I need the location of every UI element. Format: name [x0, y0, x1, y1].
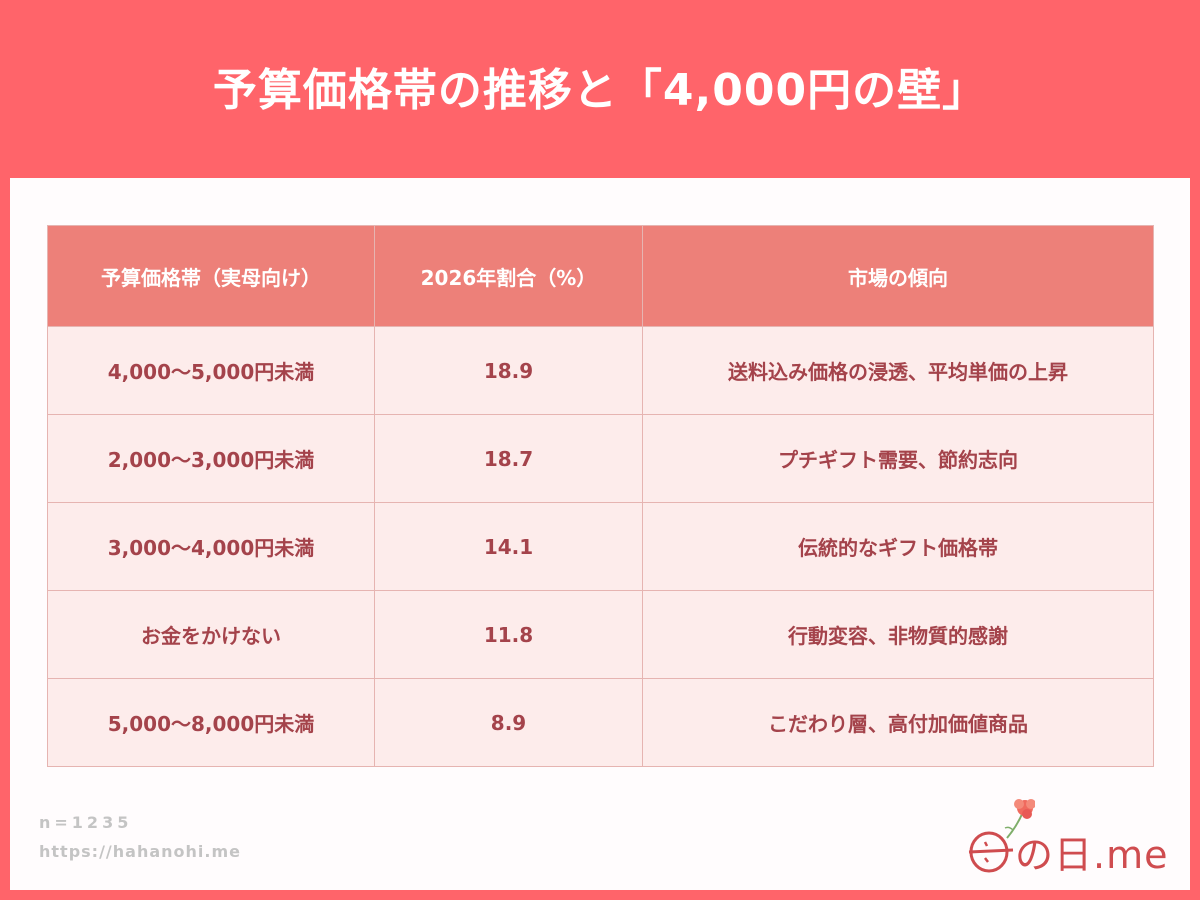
sample-size: n=1235	[39, 813, 133, 832]
cell-share: 8.9	[374, 678, 643, 767]
title-bar: 予算価格帯の推移と「4,000円の壁」	[0, 0, 1200, 178]
cell-trend: 伝統的なギフト価格帯	[642, 502, 1154, 591]
budget-table: 予算価格帯（実母向け） 2026年割合（%） 市場の傾向 4,000〜5,000…	[47, 225, 1154, 767]
cell-budget-band: 3,000〜4,000円未満	[47, 502, 375, 591]
cell-budget-band: お金をかけない	[47, 590, 375, 679]
site-logo: の日.me	[965, 796, 1175, 877]
table-row: 5,000〜8,000円未満 8.9 こだわり層、高付加価値商品	[47, 678, 1154, 767]
cell-trend: プチギフト需要、節約志向	[642, 414, 1154, 503]
page-title: 予算価格帯の推移と「4,000円の壁」	[212, 65, 988, 116]
cell-budget-band: 2,000〜3,000円未満	[47, 414, 375, 503]
table-row: お金をかけない 11.8 行動変容、非物質的感謝	[47, 590, 1154, 679]
column-header-trend: 市場の傾向	[642, 225, 1154, 327]
column-header-budget-band: 予算価格帯（実母向け）	[47, 225, 375, 327]
content-panel: 予算価格帯（実母向け） 2026年割合（%） 市場の傾向 4,000〜5,000…	[10, 178, 1190, 890]
column-header-share: 2026年割合（%）	[374, 225, 643, 327]
table-row: 2,000〜3,000円未満 18.7 プチギフト需要、節約志向	[47, 414, 1154, 503]
cell-trend: 送料込み価格の浸透、平均単価の上昇	[642, 326, 1154, 415]
site-url: https://hahanohi.me	[39, 842, 241, 861]
cell-trend: 行動変容、非物質的感謝	[642, 590, 1154, 679]
cell-trend: こだわり層、高付加価値商品	[642, 678, 1154, 767]
cell-budget-band: 5,000〜8,000円未満	[47, 678, 375, 767]
table-row: 4,000〜5,000円未満 18.9 送料込み価格の浸透、平均単価の上昇	[47, 326, 1154, 415]
carnation-mother-logo-icon	[968, 799, 1035, 873]
cell-share: 18.9	[374, 326, 643, 415]
cell-budget-band: 4,000〜5,000円未満	[47, 326, 375, 415]
footer-notes: n=1235 https://hahanohi.me	[39, 813, 241, 861]
logo-text: の日.me	[1015, 833, 1169, 877]
cell-share: 11.8	[374, 590, 643, 679]
table-row: 3,000〜4,000円未満 14.1 伝統的なギフト価格帯	[47, 502, 1154, 591]
cell-share: 14.1	[374, 502, 643, 591]
table-header-row: 予算価格帯（実母向け） 2026年割合（%） 市場の傾向	[47, 225, 1154, 327]
cell-share: 18.7	[374, 414, 643, 503]
